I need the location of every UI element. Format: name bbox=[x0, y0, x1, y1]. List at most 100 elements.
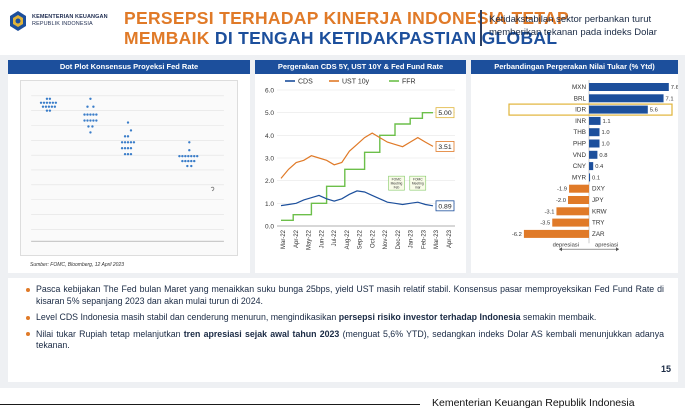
data-label: 5.6 bbox=[650, 108, 658, 114]
x-tick-label: May-22 bbox=[307, 229, 313, 250]
bullet-list: Pasca kebijakan The Fed bulan Maret yang… bbox=[8, 278, 678, 382]
data-label: 7.1 bbox=[666, 96, 674, 102]
highlight-box bbox=[508, 103, 673, 116]
y-tick-label: 5.0 bbox=[265, 110, 274, 117]
bullet-item: Nilai tukar Rupiah tetap melanjutkan tre… bbox=[26, 329, 664, 352]
data-label: -1.9 bbox=[557, 187, 567, 193]
category-label: TRY bbox=[592, 220, 605, 227]
category-label: THB bbox=[573, 129, 586, 136]
ministry-logo-icon bbox=[10, 11, 26, 31]
fomc-annotation-box bbox=[409, 175, 427, 191]
bar bbox=[556, 207, 589, 216]
value-label-box bbox=[435, 107, 455, 119]
legend-appreciation: apresiasi bbox=[595, 243, 618, 249]
value-label-box bbox=[435, 200, 455, 212]
fomc-annotation-label: Meeting bbox=[391, 182, 403, 186]
bar bbox=[589, 162, 594, 171]
slide: KEMENTERIAN KEUANGAN REPUBLIK INDONESIA … bbox=[0, 0, 685, 388]
data-label: 1.1 bbox=[603, 119, 611, 125]
bar bbox=[589, 83, 669, 91]
series-ffr-line bbox=[281, 112, 433, 221]
data-label: 0.4 bbox=[595, 164, 604, 170]
y-tick-label: 6.0 bbox=[265, 88, 274, 95]
page-title: PERSEPSI TERHADAP KINERJA INDONESIA TETA… bbox=[124, 8, 570, 48]
data-label: 0.1 bbox=[592, 175, 600, 181]
x-tick-label: Jun-22 bbox=[319, 229, 325, 248]
line-chart: CDS UST 10y FFR 0.0 1.0 2.0 3.0 4.0 5.0 6.0 Mar-22… bbox=[265, 79, 455, 250]
x-tick-label: Nov-22 bbox=[383, 229, 389, 249]
value-label: 5.00 bbox=[438, 110, 451, 117]
fomc-annotation-label: FOMC bbox=[392, 178, 402, 182]
x-tick-label: Mar-22 bbox=[281, 229, 287, 249]
y-tick-label: 1.0 bbox=[265, 201, 274, 208]
x-tick-label: Apr-22 bbox=[294, 229, 300, 248]
value-label: 0.89 bbox=[438, 203, 451, 210]
data-label: 1.0 bbox=[602, 130, 610, 136]
bar bbox=[589, 139, 600, 148]
category-label: PHP bbox=[573, 141, 586, 148]
x-tick-label: Dec-22 bbox=[396, 229, 402, 249]
fomc-annotation-label: mar bbox=[415, 186, 422, 190]
y-tick-label: 4.0 bbox=[265, 133, 274, 140]
x-tick-label: Jul-22 bbox=[332, 229, 338, 246]
category-label: VND bbox=[573, 152, 587, 159]
data-label: -3.1 bbox=[544, 209, 554, 215]
y-tick-label: 2.0 bbox=[265, 178, 274, 185]
bar bbox=[523, 229, 589, 238]
bar bbox=[589, 94, 664, 103]
fomc-annotation-label: Feb bbox=[394, 186, 400, 190]
category-label: ZAR bbox=[592, 231, 605, 238]
data-label: -6.2 bbox=[512, 232, 522, 238]
bar bbox=[569, 184, 589, 193]
category-label: MYR bbox=[572, 174, 586, 181]
bar bbox=[589, 105, 648, 114]
arrow-right-icon bbox=[616, 247, 619, 252]
fx-chart-panel: Perbandingan Pergerakan Nilai Tukar (% Y… bbox=[471, 60, 678, 273]
data-label: 1.0 bbox=[602, 142, 610, 148]
bullet-item: Pasca kebijakan The Fed bulan Maret yang… bbox=[26, 284, 664, 307]
line-chart-panel: Pergerakan CDS 5Y, UST 10Y & Fed Fund Ra… bbox=[255, 60, 466, 273]
ministry-name: KEMENTERIAN KEUANGAN REPUBLIK INDONESIA bbox=[32, 14, 108, 27]
data-label: 7.6 bbox=[671, 85, 678, 91]
value-label-box bbox=[435, 141, 455, 152]
bar bbox=[568, 196, 589, 204]
footer-text: Kementerian Keuangan Republik Indonesia bbox=[432, 397, 635, 409]
bullet-item: Level CDS Indonesia masih stabil dan cen… bbox=[26, 312, 664, 324]
dot-plot-image bbox=[20, 80, 238, 256]
dot-plot-title: Dot Plot Konsensus Proyeksi Fed Rate bbox=[8, 60, 250, 74]
slide-header: KEMENTERIAN KEUANGAN REPUBLIK INDONESIA … bbox=[0, 0, 685, 55]
bar bbox=[589, 128, 600, 137]
legend-label: CDS bbox=[298, 79, 313, 86]
bar bbox=[589, 173, 591, 182]
category-label: BRL bbox=[574, 95, 587, 102]
data-label: -3.5 bbox=[540, 221, 550, 227]
x-tick-label: Apr-23 bbox=[447, 229, 453, 248]
data-label: 0.8 bbox=[599, 153, 607, 159]
legend-label: UST 10y bbox=[342, 79, 370, 86]
x-tick-label: Oct-22 bbox=[370, 229, 376, 248]
fomc-annotation-label: FOMC bbox=[413, 178, 423, 182]
category-label: MXN bbox=[572, 84, 586, 91]
category-label: INR bbox=[575, 118, 586, 125]
category-label: IDR bbox=[575, 107, 586, 114]
x-tick-label: Feb-23 bbox=[421, 229, 427, 249]
series-cds-line bbox=[280, 190, 434, 207]
dot-plot-panel: Dot Plot Konsensus Proyeksi Fed Rate bbox=[8, 60, 250, 273]
x-tick-label: Mar-23 bbox=[434, 229, 440, 249]
y-tick-label: 0.0 bbox=[265, 224, 274, 231]
legend-label: FFR bbox=[402, 79, 416, 86]
y-tick-label: 3.0 bbox=[265, 156, 274, 163]
value-label: 3.51 bbox=[438, 144, 451, 151]
dot-plot-source: Sumber: FOMC, Bloomberg, 12 April 2023 bbox=[30, 262, 125, 268]
category-label: CNY bbox=[573, 163, 587, 170]
footer-line bbox=[0, 404, 420, 406]
page-number: 15 bbox=[660, 364, 671, 374]
category-label: KRW bbox=[592, 208, 607, 215]
category-label: DXY bbox=[592, 186, 606, 193]
page-subtitle: Ketidakstabilan sektor perbankan turut m… bbox=[489, 14, 657, 38]
line-chart-title: Pergerakan CDS 5Y, UST 10Y & Fed Fund Ra… bbox=[255, 60, 466, 74]
series-ust10y-line bbox=[280, 132, 434, 179]
fx-bar-chart: MXN 7.6 BRL 7.1 IDR 5.6 INR 1.1 THB 1.0 PHP 1.0 VND 0… bbox=[508, 80, 678, 252]
arrow-left-icon bbox=[559, 247, 562, 252]
fx-chart-title: Perbandingan Pergerakan Nilai Tukar (% Y… bbox=[471, 60, 678, 74]
